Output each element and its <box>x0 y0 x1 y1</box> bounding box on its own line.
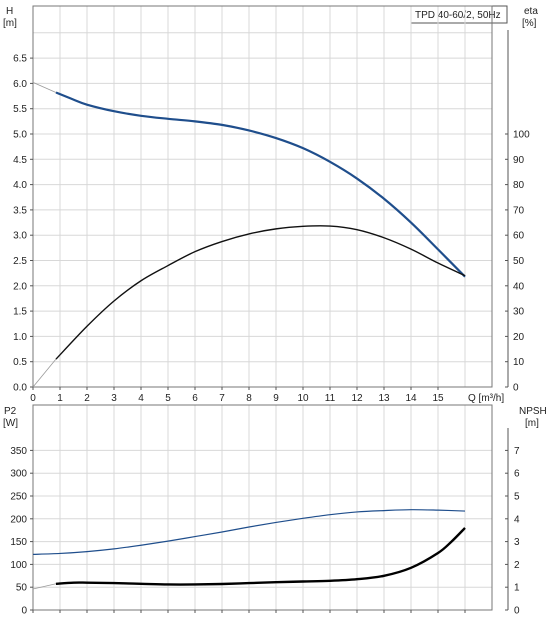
p2-tick-label: 50 <box>16 583 28 594</box>
h-tick-label: 1.0 <box>13 332 27 343</box>
performance-chart: 0 1 2 3 4 5 6 7 8 9 10 11 12 13 14 150.00.51.01.52.02.5… <box>13 5 530 404</box>
npsh-axis-label-line1: NPSH <box>519 406 547 417</box>
eta-axis-label-line1: eta <box>524 6 538 17</box>
npsh-tick-label: 6 <box>514 469 520 480</box>
eta-extension-line <box>32 358 57 388</box>
h-tick-label: 1.5 <box>13 307 27 318</box>
h-tick-label: 4.5 <box>13 155 27 166</box>
h-tick-label: 6.5 <box>13 54 27 65</box>
q-tick-label: 3 <box>111 393 117 404</box>
p2-tick-label: 0 <box>21 606 27 617</box>
p2-tick-label: 150 <box>10 537 27 548</box>
q-tick-label: 4 <box>138 393 144 404</box>
q-tick-label: 5 <box>165 393 171 404</box>
p2-tick-label: 200 <box>10 514 27 525</box>
p2-tick-label: 350 <box>10 446 27 457</box>
q-tick-label: 1 <box>57 393 63 404</box>
eta-tick-label: 40 <box>513 281 525 292</box>
eta-tick-label: 90 <box>513 155 525 166</box>
eta-tick-label: 60 <box>513 231 525 242</box>
eta-tick-label: 30 <box>513 307 525 318</box>
eta-tick-label: 80 <box>513 180 525 191</box>
npsh-tick-label: 2 <box>514 560 520 571</box>
npsh-tick-label: 7 <box>514 446 520 457</box>
npsh-tick-label: 0 <box>514 606 520 617</box>
npsh-tick-label: 4 <box>514 514 520 525</box>
eta-tick-label: 50 <box>513 256 525 267</box>
h-tick-label: 2.0 <box>13 281 27 292</box>
h-extension-line <box>32 82 57 93</box>
power-chart: 0 50 100 150 200 250 300 350 0 1 2 3 4 5 6 7 <box>10 404 520 617</box>
q-tick-label: 13 <box>378 393 390 404</box>
npsh-extension-line <box>32 583 57 590</box>
q-tick-label: 14 <box>405 393 417 404</box>
h-tick-label: 3.0 <box>13 231 27 242</box>
h-tick-label: 5.0 <box>13 130 27 141</box>
q-tick-label: 11 <box>325 393 336 404</box>
eta-tick-label: 20 <box>513 332 525 343</box>
p2-curve-line <box>32 509 466 555</box>
q-axis-label: Q [m³/h] <box>468 393 504 404</box>
eta-tick-label: 0 <box>513 383 519 394</box>
top-chart-labels: H [m] eta [%] TPD 40-60/2, 50Hz Q [m³/h] <box>3 5 538 404</box>
eta-curve-line <box>55 225 466 360</box>
p2-tick-label: 250 <box>10 492 27 503</box>
h-tick-label: 0.5 <box>13 357 27 368</box>
eta-tick-label: 100 <box>513 130 530 141</box>
npsh-tick-label: 1 <box>514 583 520 594</box>
npsh-axis-label-line2: [m] <box>525 418 539 429</box>
h-axis-label-line2: [m] <box>3 18 17 29</box>
h-tick-label: 4.0 <box>13 180 27 191</box>
q-tick-label: 10 <box>297 393 309 404</box>
q-tick-label: 6 <box>192 393 198 404</box>
bottom-chart-labels: P2 [W] NPSH [m] <box>3 406 547 429</box>
p2-axis-label-line1: P2 <box>4 406 17 417</box>
h-tick-label: 6.0 <box>13 79 27 90</box>
npsh-curve-line <box>55 527 466 586</box>
eta-tick-label: 10 <box>513 357 525 368</box>
q-tick-label: 8 <box>246 393 252 404</box>
q-tick-label: 12 <box>351 393 363 404</box>
npsh-tick-label: 5 <box>514 492 520 503</box>
p2-tick-label: 300 <box>10 469 27 480</box>
q-tick-label: 15 <box>432 393 444 404</box>
q-tick-label: 7 <box>219 393 225 404</box>
p2-axis-label-line2: [W] <box>3 418 18 429</box>
h-tick-label: 2.5 <box>13 256 27 267</box>
eta-axis-label-line2: [%] <box>522 18 537 29</box>
q-tick-label: 0 <box>30 393 36 404</box>
chart-title: TPD 40-60/2, 50Hz <box>415 10 501 21</box>
q-tick-label: 2 <box>84 393 90 404</box>
h-tick-label: 3.5 <box>13 205 27 216</box>
p2-tick-label: 100 <box>10 560 27 571</box>
h-tick-label: 0.0 <box>13 383 27 394</box>
h-axis-label-line1: H <box>6 6 13 17</box>
h-tick-label: 5.5 <box>13 104 27 115</box>
h-curve-line <box>55 91 466 278</box>
bottom-plot-frame <box>32 404 493 611</box>
q-tick-label: 9 <box>273 393 279 404</box>
top-plot-frame <box>32 5 493 388</box>
npsh-tick-label: 3 <box>514 537 520 548</box>
eta-tick-label: 70 <box>513 205 525 216</box>
